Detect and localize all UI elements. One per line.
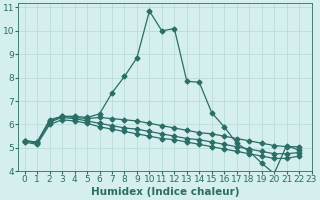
X-axis label: Humidex (Indice chaleur): Humidex (Indice chaleur) xyxy=(91,187,239,197)
